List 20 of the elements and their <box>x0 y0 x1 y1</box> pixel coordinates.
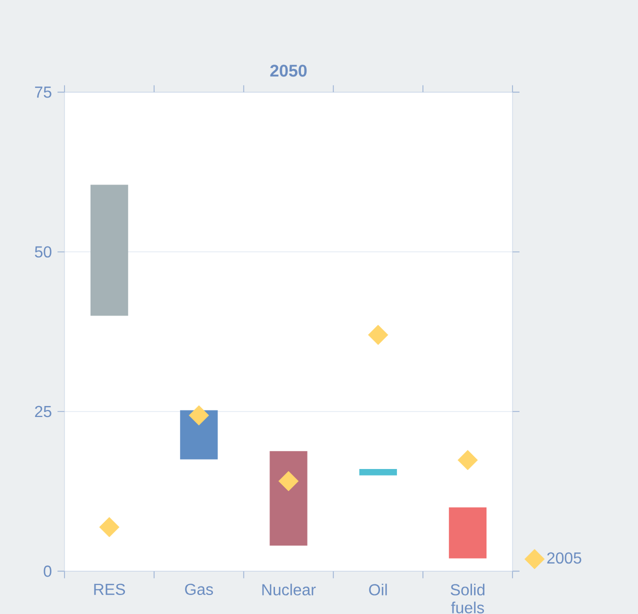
y-tick-label: 25 <box>35 406 52 418</box>
chart-title: 2050 <box>270 64 307 77</box>
x-tick-label: Oil <box>369 584 387 596</box>
bar <box>270 451 308 546</box>
point <box>99 517 120 538</box>
point <box>458 450 478 470</box>
legend-label: 2005 <box>547 552 582 564</box>
bar <box>359 469 397 476</box>
bar <box>90 184 128 316</box>
x-tick-label: Solid fuels <box>450 584 484 614</box>
y-tick-label: 75 <box>35 86 52 98</box>
point <box>188 405 210 426</box>
bar <box>448 507 487 558</box>
point <box>368 324 388 345</box>
x-tick-label: Gas <box>185 584 213 595</box>
y-tick-label: 0 <box>44 566 52 577</box>
x-tick-label: Nuclear <box>262 584 316 596</box>
point <box>278 471 299 492</box>
x-tick-label: RES <box>94 584 125 595</box>
y-tick-label: 50 <box>34 246 52 258</box>
